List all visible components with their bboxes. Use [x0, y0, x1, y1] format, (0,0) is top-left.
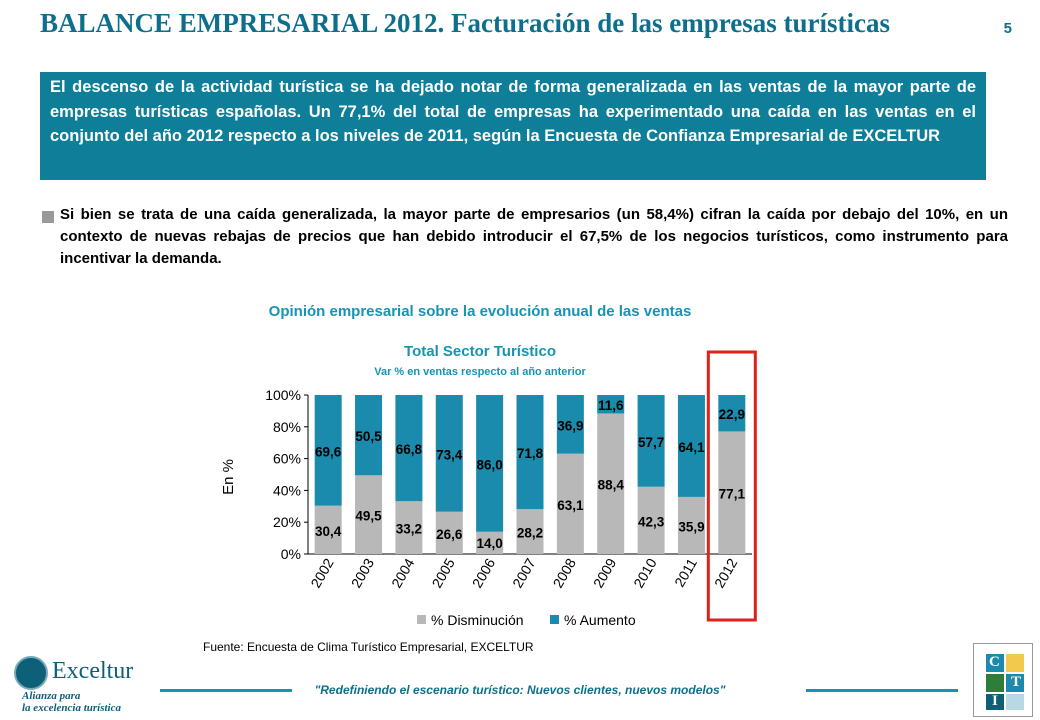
- bar-aumento: [556, 395, 584, 454]
- footer-line-left: [160, 689, 292, 692]
- logo-block-green: [986, 674, 1004, 692]
- exceltur-logo: Exceltur Alianza para la excelencia turí…: [14, 656, 154, 716]
- data-label-aumento: 64,1: [678, 440, 705, 455]
- data-label-aumento: 36,9: [557, 418, 583, 433]
- data-label-disminucion: 26,6: [436, 527, 463, 542]
- bar-disminucion: [476, 531, 504, 554]
- data-label-aumento: 86,0: [476, 457, 502, 472]
- highlight-box-2012: [706, 350, 757, 622]
- bullet-square-icon: [42, 211, 54, 223]
- data-label-disminucion: 33,2: [396, 522, 422, 537]
- y-tick-label: 80%: [273, 419, 301, 435]
- data-label-aumento: 57,7: [638, 435, 664, 450]
- data-label-aumento: 66,8: [396, 442, 423, 457]
- x-tick-label: 2011: [671, 555, 700, 589]
- y-axis-label: En %: [220, 459, 237, 495]
- data-label-disminucion: 14,0: [476, 536, 502, 551]
- page-number: 5: [1003, 20, 1012, 37]
- footer-line-right: [806, 689, 958, 692]
- logo-name: Exceltur: [52, 658, 134, 684]
- data-label-disminucion: 30,4: [315, 524, 342, 539]
- data-label-aumento: 50,5: [355, 429, 382, 444]
- x-tick-label: 2007: [509, 555, 539, 590]
- bar-disminucion: [395, 501, 423, 554]
- bar-aumento: [355, 395, 383, 476]
- logo-letter-t-icon: T: [1011, 674, 1022, 690]
- y-tick-label: 20%: [273, 514, 301, 530]
- bullet-text: Si bien se trata de una caída generaliza…: [60, 206, 1008, 267]
- x-tick-label: 2004: [388, 555, 418, 590]
- y-tick-label: 100%: [265, 387, 301, 403]
- sail-icon: [1006, 694, 1024, 710]
- cit-marbella-logo: C T I: [973, 643, 1033, 717]
- data-label-disminucion: 88,4: [598, 478, 625, 493]
- bar-disminucion: [677, 496, 705, 554]
- legend-aumento-swatch: [550, 615, 559, 624]
- bar-aumento: [597, 395, 625, 414]
- bar-disminucion: [355, 475, 383, 554]
- bar-disminucion: [637, 486, 665, 554]
- logo-letter-c-icon: C: [989, 654, 1000, 670]
- bar-disminucion: [314, 505, 342, 554]
- x-tick-label: 2002: [307, 555, 337, 590]
- legend-aumento-label: % Aumento: [564, 612, 636, 628]
- data-label-disminucion: 49,5: [355, 509, 382, 524]
- bar-disminucion: [516, 509, 544, 554]
- sun-icon: [1006, 654, 1024, 672]
- y-tick-label: 40%: [273, 482, 301, 498]
- x-tick-label: 2009: [590, 555, 620, 590]
- chart-source: Fuente: Encuesta de Clima Turístico Empr…: [203, 640, 534, 654]
- x-tick-label: 2010: [630, 555, 660, 590]
- bar-disminucion: [556, 453, 584, 554]
- y-tick-label: 0%: [281, 546, 301, 562]
- bar-aumento: [435, 395, 463, 512]
- bar-disminucion: [718, 431, 746, 554]
- x-tick-label: 2008: [550, 555, 580, 590]
- data-label-disminucion: 35,9: [678, 519, 704, 534]
- summary-box: El descenso de la actividad turística se…: [40, 72, 986, 180]
- x-tick-label: 2003: [348, 555, 378, 590]
- data-label-aumento: 71,8: [517, 446, 544, 461]
- data-label-disminucion: 42,3: [638, 514, 665, 529]
- logo-tagline: Alianza para la excelencia turística: [22, 690, 121, 714]
- chart-subsubtitle: Var % en ventas respecto al año anterior: [374, 366, 586, 378]
- logo-block-c: [986, 654, 1004, 672]
- x-tick-label: 2005: [428, 555, 458, 590]
- bar-aumento: [516, 395, 544, 510]
- logo-block-t: [1006, 674, 1024, 692]
- exceltur-emblem-icon: [14, 656, 48, 690]
- footer-slogan: "Redefiniendo el escenario turístico: Nu…: [314, 683, 726, 697]
- data-label-disminucion: 28,2: [517, 526, 543, 541]
- bar-aumento: [637, 395, 665, 487]
- logo-tagline-line2: la excelencia turística: [22, 702, 121, 714]
- bar-aumento: [718, 395, 746, 432]
- logo-tagline-line1: Alianza para: [22, 690, 81, 702]
- bar-aumento: [314, 395, 342, 506]
- data-label-disminucion: 77,1: [719, 487, 746, 502]
- y-tick-label: 60%: [273, 451, 301, 467]
- data-label-aumento: 69,6: [315, 444, 342, 459]
- logo-letter-i-icon: I: [992, 693, 998, 709]
- logo-block-i: [986, 694, 1004, 710]
- data-label-aumento: 73,4: [436, 447, 463, 462]
- chart-title: Opinión empresarial sobre la evolución a…: [268, 303, 692, 320]
- summary-text: El descenso de la actividad turística se…: [50, 78, 976, 145]
- bar-disminucion: [597, 413, 625, 554]
- data-label-disminucion: 63,1: [557, 498, 584, 513]
- bar-aumento: [677, 395, 705, 497]
- legend-disminucion-label: % Disminución: [431, 612, 524, 628]
- bar-disminucion: [435, 511, 463, 554]
- legend-disminucion-swatch: [417, 615, 426, 624]
- bar-aumento: [395, 395, 423, 502]
- data-label-aumento: 22,9: [719, 407, 745, 422]
- chart-subtitle: Total Sector Turístico: [404, 343, 556, 360]
- x-tick-label: 2012: [711, 555, 741, 590]
- page-title: BALANCE EMPRESARIAL 2012. Facturación de…: [40, 8, 890, 38]
- x-tick-label: 2006: [469, 555, 499, 590]
- data-label-aumento: 11,6: [598, 398, 624, 413]
- bar-aumento: [476, 395, 504, 532]
